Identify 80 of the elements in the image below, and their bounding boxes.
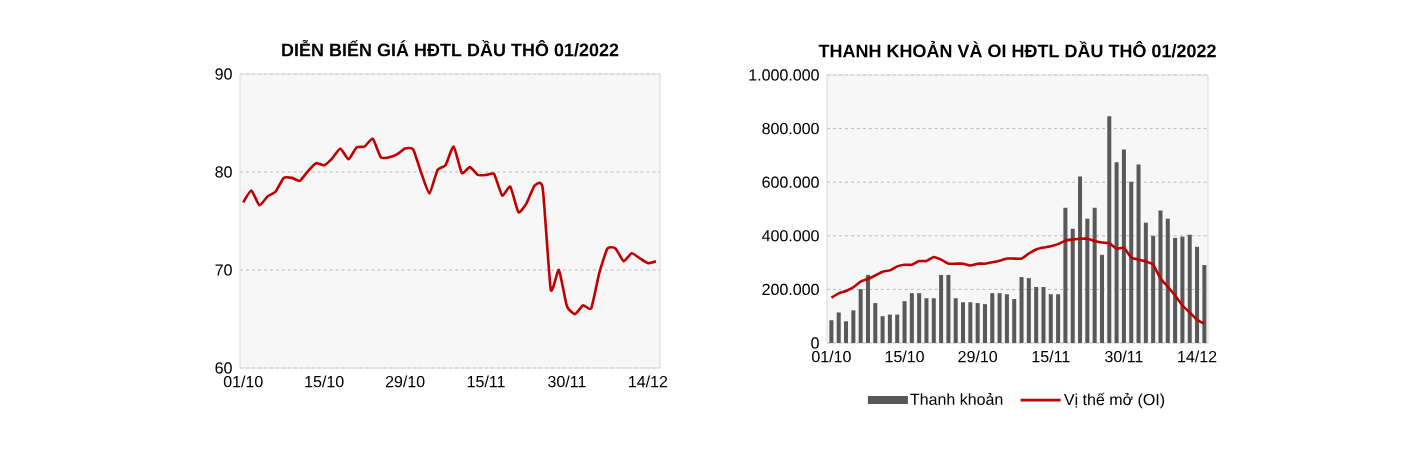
bar (880, 316, 885, 343)
x-tick-label: 01/10 (812, 350, 851, 363)
bar (1143, 222, 1148, 343)
bar (968, 302, 973, 343)
bar (917, 293, 922, 343)
x-tick-label: 14/12 (1178, 350, 1217, 363)
bar (1165, 218, 1170, 343)
x-tick-label: 30/11 (1105, 350, 1143, 363)
x-tick-label: 14/12 (629, 375, 668, 388)
bar (1151, 235, 1156, 343)
y-tick-label: 600.000 (762, 176, 819, 188)
x-tick-label: 15/11 (467, 375, 505, 388)
bar (1078, 176, 1083, 343)
bar (982, 304, 987, 343)
bar (1041, 286, 1046, 343)
bar (1085, 218, 1090, 343)
x-tick-label: 29/10 (385, 375, 425, 388)
line-series (241, 137, 658, 316)
bar (887, 314, 892, 343)
bar (829, 320, 834, 343)
bar (939, 274, 944, 343)
y-tick-label: 60 (215, 362, 232, 374)
bar (997, 293, 1002, 343)
y-tick-label: 200.000 (762, 283, 819, 296)
bar (1107, 116, 1112, 343)
legend-label: Vị thế mở (OI) (1064, 392, 1165, 409)
legend-label: Thanh khoản (910, 392, 1003, 406)
bar (1019, 277, 1024, 343)
bar (895, 314, 900, 343)
chart-title: THANH KHOẢN VÀ OI HĐTL DẦU THÔ 01/2022 (818, 41, 1216, 58)
bar (1129, 181, 1134, 343)
bar (990, 293, 995, 343)
bar (946, 274, 951, 343)
bar (909, 293, 914, 343)
y-tick-label: 70 (215, 264, 232, 276)
x-tick-label: 15/10 (305, 375, 344, 388)
bar (953, 298, 958, 343)
bar (1136, 164, 1141, 343)
bar (1173, 237, 1178, 343)
y-tick-label: 0 (811, 337, 819, 349)
bar (931, 298, 936, 343)
bar (1070, 228, 1075, 343)
bar (924, 298, 929, 343)
bar (858, 289, 863, 343)
bar (1012, 299, 1017, 343)
bar (1048, 294, 1053, 343)
bar (1092, 207, 1097, 343)
bar (1158, 210, 1163, 343)
bar (1195, 246, 1200, 343)
bar (1063, 207, 1068, 343)
bar (873, 303, 878, 343)
bar (1202, 265, 1207, 343)
bar (1180, 236, 1185, 343)
bar (844, 321, 849, 343)
bar (1099, 254, 1104, 343)
y-tick-label: 80 (215, 166, 232, 178)
bar (975, 303, 980, 343)
x-tick-label: 01/10 (223, 375, 263, 388)
y-tick-label: 800.000 (762, 122, 819, 135)
bar (1187, 234, 1192, 343)
y-tick-label: 90 (215, 68, 232, 80)
bar (851, 310, 856, 343)
bar (1026, 278, 1031, 343)
y-tick-label: 1.000.000 (749, 69, 819, 81)
chart-title: DIỄN BIẾN GIÁ HĐTL DẦU THÔ 01/2022 (282, 40, 619, 57)
bar (902, 301, 907, 343)
bar (961, 302, 966, 343)
bar (836, 312, 841, 343)
bar (1056, 294, 1061, 343)
bar (1034, 286, 1039, 343)
y-tick-label: 400.000 (762, 230, 819, 242)
x-tick-label: 29/10 (958, 350, 998, 363)
bar (1004, 294, 1009, 343)
bar (1114, 162, 1119, 343)
line-series (830, 237, 1206, 326)
x-tick-label: 15/10 (885, 350, 924, 363)
x-tick-label: 15/11 (1032, 350, 1070, 363)
bar (1121, 149, 1126, 343)
x-tick-label: 30/11 (548, 375, 586, 388)
bar (865, 274, 870, 343)
